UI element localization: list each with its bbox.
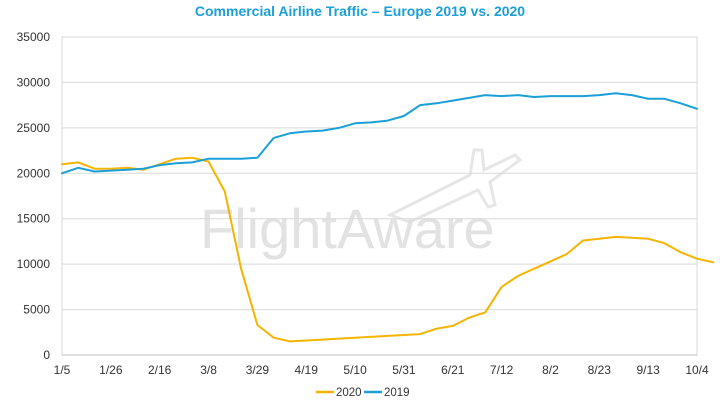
flightaware-watermark: FlightAware — [200, 148, 523, 260]
y-tick-label: 35000 — [17, 30, 51, 44]
legend-label-2020: 2020 — [336, 387, 362, 399]
x-tick-label: 8/2 — [542, 363, 559, 377]
series-line-2019 — [61, 92, 698, 175]
airplane-watermark-icon — [386, 148, 523, 224]
x-tick-label: 5/10 — [343, 363, 367, 377]
x-tick-label: 6/21 — [441, 363, 465, 377]
x-tick-label: 3/29 — [246, 363, 270, 377]
x-tick-label: 5/31 — [392, 363, 416, 377]
y-tick-label: 5000 — [23, 303, 50, 317]
y-tick-label: 0 — [43, 348, 50, 362]
y-tick-label: 15000 — [17, 212, 51, 226]
plot-frame — [61, 36, 698, 356]
x-tick-label: 9/13 — [636, 363, 660, 377]
y-tick-label: 10000 — [17, 257, 51, 271]
chart-title: Commercial Airline Traffic – Europe 2019… — [194, 3, 526, 19]
y-tick-label: 30000 — [17, 75, 51, 89]
watermark-text: FlightAware — [200, 197, 495, 260]
y-tick-label: 25000 — [17, 121, 51, 135]
y-tick-label: 20000 — [17, 166, 51, 180]
x-tick-label: 1/5 — [54, 363, 71, 377]
x-tick-label: 1/26 — [99, 363, 123, 377]
x-tick-label: 3/8 — [200, 363, 217, 377]
x-tick-label: 2/16 — [148, 363, 172, 377]
x-tick-label: 7/12 — [490, 363, 514, 377]
x-tick-label: 8/23 — [588, 363, 612, 377]
x-tick-label: 4/19 — [295, 363, 319, 377]
series-line-2020 — [61, 156, 715, 343]
legend-label-2019: 2019 — [384, 387, 410, 399]
x-tick-label: 10/4 — [685, 363, 709, 377]
